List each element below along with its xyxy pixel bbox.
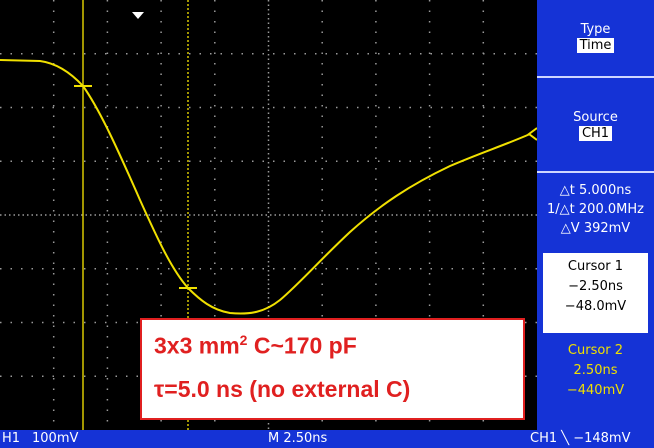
readout: △V 392mV [537, 219, 654, 238]
side-menu: Type Time Source CH1 △t 5.000ns 1/△t 200… [537, 0, 654, 430]
annotation-line-2: τ=5.0 ns (no external C) [154, 376, 410, 403]
cursor-voltage: −440mV [537, 381, 654, 401]
menu-label: Source [537, 110, 654, 125]
menu-label: Type [537, 22, 654, 37]
channel: H1 [2, 430, 20, 448]
annotation-line-1: 3x3 mm2 C~170 pF [154, 332, 357, 360]
menu-label: Cursor 2 [537, 341, 654, 361]
oscilloscope-screen: 3x3 mm2 C~170 pF τ=5.0 ns (no external C… [0, 0, 654, 448]
menu-value: Time [577, 38, 615, 53]
status-bar: H1 100mV M 2.50ns CH1 ╲ −148mV [0, 430, 654, 448]
waveform-trace [0, 60, 530, 314]
trigger-position-marker [132, 12, 144, 19]
menu-value: CH1 [579, 126, 612, 141]
readout: 1/△t 200.0MHz [537, 200, 654, 219]
menu-label: Cursor 1 [543, 257, 648, 277]
trigger: CH1 ╲ −148mV [530, 430, 630, 448]
cursor-2-section[interactable]: Cursor 2 2.50ns −440mV [537, 333, 654, 423]
cursor-time: 2.50ns [537, 361, 654, 381]
timebase: M 2.50ns [268, 430, 327, 448]
type-section[interactable]: Type Time [537, 0, 654, 78]
annotation-text: 3x3 mm [154, 333, 240, 359]
channel-level-marker [529, 128, 537, 140]
cursor-time: −2.50ns [543, 277, 648, 297]
readouts: △t 5.000ns 1/△t 200.0MHz △V 392mV [537, 173, 654, 253]
annotation-box: 3x3 mm2 C~170 pF τ=5.0 ns (no external C… [140, 318, 525, 420]
vertical-scale: 100mV [32, 430, 78, 448]
cursor-1-section[interactable]: Cursor 1 −2.50ns −48.0mV [543, 253, 648, 333]
cursor-voltage: −48.0mV [543, 297, 648, 317]
source-section[interactable]: Source CH1 [537, 78, 654, 173]
readout: △t 5.000ns [537, 181, 654, 200]
annotation-text: C~170 pF [247, 333, 356, 359]
